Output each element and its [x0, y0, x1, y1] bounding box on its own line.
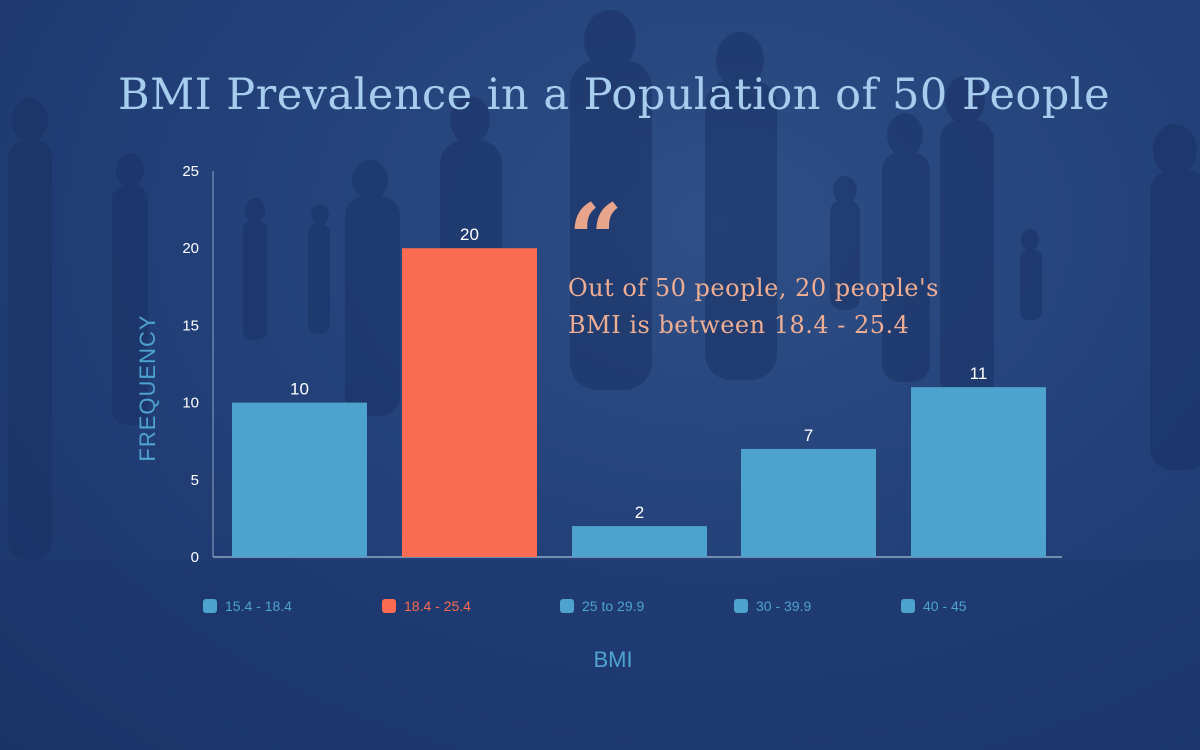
bar-value-label: 20: [460, 225, 479, 244]
bar: [741, 448, 876, 557]
legend-swatch: [203, 599, 217, 613]
legend-label: 25 to 29.9: [582, 598, 645, 614]
y-tick-label: 20: [182, 240, 199, 257]
legend-swatch: [734, 599, 748, 613]
legend-label: 40 - 45: [923, 598, 967, 614]
quote-mark-icon: “: [568, 183, 624, 296]
callout-quote: “ Out of 50 people, 20 people's BMI is b…: [568, 183, 988, 344]
chart-title: BMI Prevalence in a Population of 50 Peo…: [117, 70, 1111, 120]
legend-item: 30 - 39.9: [734, 598, 811, 614]
bar-value-label: 10: [290, 380, 309, 399]
bar: [402, 248, 537, 557]
y-tick-label: 0: [191, 549, 199, 566]
legend-swatch: [901, 599, 915, 613]
y-tick-label: 25: [182, 163, 199, 180]
legend-swatch: [382, 599, 396, 613]
legend-item: 40 - 45: [901, 598, 967, 614]
y-tick-label: 15: [182, 317, 199, 334]
legend-item: 15.4 - 18.4: [203, 598, 292, 614]
bar-value-label: 2: [635, 503, 644, 522]
bar-value-label: 11: [970, 364, 988, 383]
x-axis-label: BMI: [593, 647, 633, 672]
legend-item: 25 to 29.9: [560, 598, 644, 614]
y-tick-label: 10: [182, 395, 199, 412]
legend-swatch: [560, 599, 574, 613]
bar: [572, 526, 707, 557]
legend-item: 18.4 - 25.4: [382, 598, 471, 614]
legend-label: 18.4 - 25.4: [404, 598, 471, 614]
legend-label: 15.4 - 18.4: [225, 598, 292, 614]
callout-text: Out of 50 people, 20 people's BMI is bet…: [568, 274, 939, 339]
y-tick-label: 5: [191, 472, 199, 489]
bar: [232, 402, 367, 557]
bar-value-label: 7: [804, 426, 813, 445]
bar: [911, 387, 1046, 557]
legend-label: 30 - 39.9: [756, 598, 812, 614]
